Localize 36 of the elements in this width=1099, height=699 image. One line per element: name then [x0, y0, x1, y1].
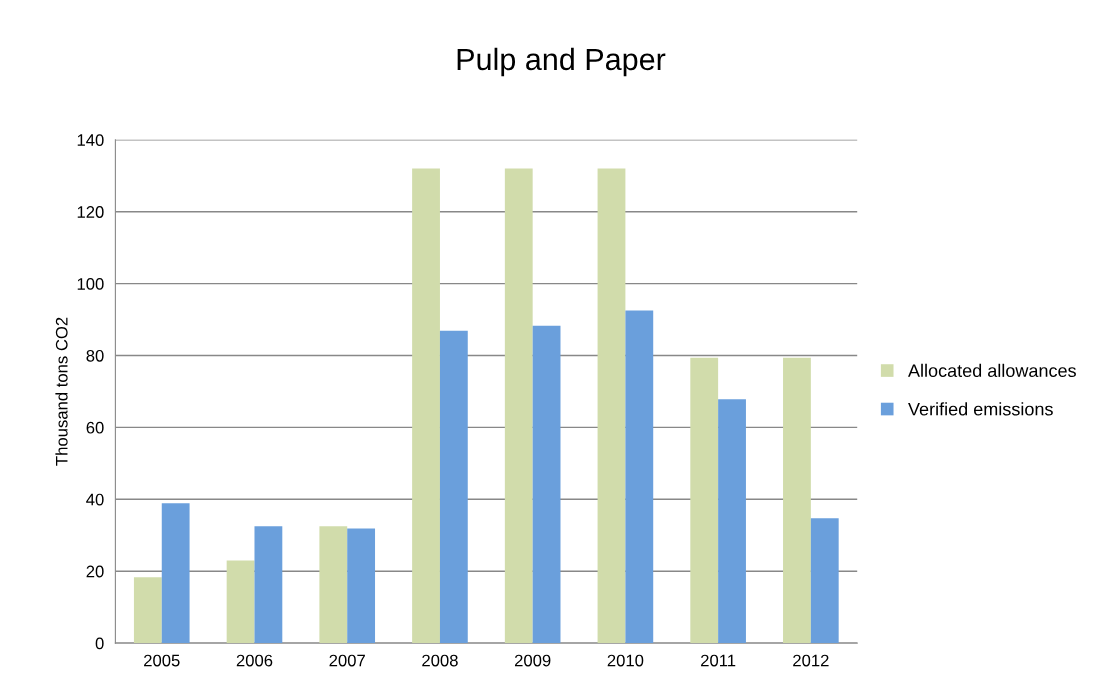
chart-title: Pulp and Paper	[457, 47, 666, 77]
x-tick-label: 2007	[329, 654, 365, 667]
bar	[319, 526, 348, 644]
y-axis-title: Thousand tons CO2	[55, 317, 68, 466]
y-tick-label: 140	[77, 134, 104, 146]
bar	[810, 518, 839, 644]
x-tick-label: 2006	[236, 654, 273, 667]
bar	[347, 528, 376, 644]
y-tick-label: 20	[86, 565, 104, 578]
y-tick-label: 0	[95, 637, 104, 650]
bar	[254, 526, 283, 644]
y-tick-label: 40	[86, 493, 104, 506]
bar	[690, 357, 719, 644]
y-tick-label: 60	[86, 421, 104, 434]
bar	[783, 357, 811, 644]
bar	[133, 577, 162, 644]
x-tick-label: 2005	[144, 654, 180, 667]
x-tick-label: 2012	[793, 654, 829, 667]
y-tick-label: 120	[77, 206, 104, 218]
x-tick-label: 2009	[514, 654, 551, 667]
bar	[625, 310, 654, 644]
x-tick-label: 2008	[422, 654, 458, 667]
bar	[718, 399, 746, 644]
bar	[532, 325, 561, 644]
y-tick-label: 100	[77, 278, 104, 290]
bar	[412, 168, 440, 644]
x-tick-label: 2010	[607, 654, 644, 667]
y-tick-label: 80	[86, 349, 104, 362]
x-tick-label: 2011	[701, 654, 736, 667]
bar	[161, 503, 190, 644]
bar	[504, 168, 533, 644]
legend-label: Allocated allowances	[908, 363, 1076, 378]
bar	[226, 560, 255, 644]
bar	[439, 330, 468, 644]
legend-label: Verified emissions	[908, 402, 1053, 416]
bar	[597, 168, 626, 644]
